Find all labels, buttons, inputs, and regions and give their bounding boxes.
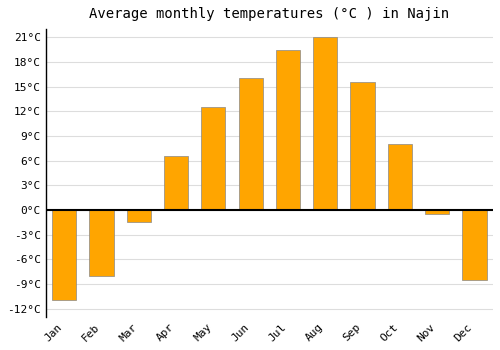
Bar xyxy=(126,210,151,222)
Bar xyxy=(52,210,76,300)
Bar xyxy=(90,210,114,276)
Bar xyxy=(425,210,449,214)
Bar xyxy=(388,144,412,210)
Bar xyxy=(350,83,374,210)
Bar xyxy=(313,37,338,210)
Bar xyxy=(201,107,226,210)
Bar xyxy=(462,210,486,280)
Title: Average monthly temperatures (°C ) in Najin: Average monthly temperatures (°C ) in Na… xyxy=(89,7,450,21)
Bar xyxy=(164,156,188,210)
Bar xyxy=(238,78,263,210)
Bar xyxy=(276,50,300,210)
